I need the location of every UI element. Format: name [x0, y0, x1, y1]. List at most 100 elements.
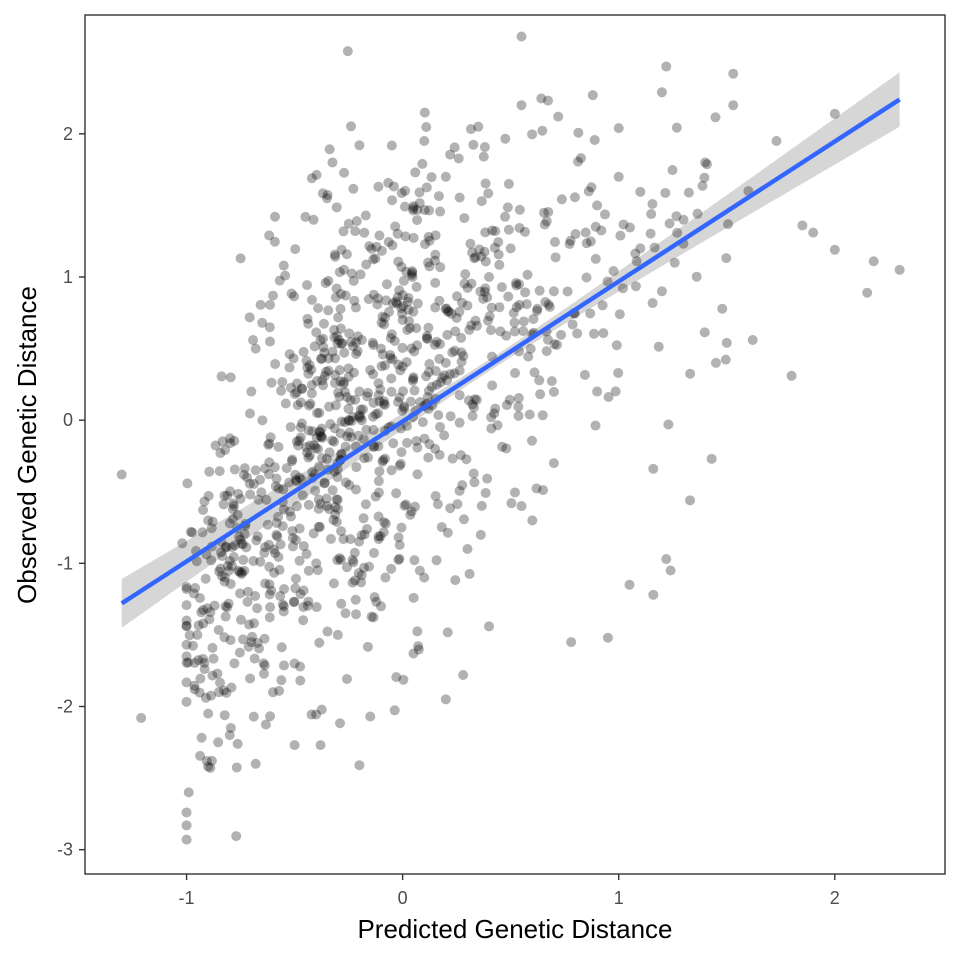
data-point	[421, 122, 432, 133]
data-point	[350, 484, 361, 495]
x-tick-label: -1	[179, 888, 195, 908]
data-point	[250, 590, 261, 601]
data-point	[181, 584, 192, 595]
data-point	[225, 438, 236, 449]
data-point	[214, 466, 225, 477]
data-point	[407, 266, 418, 277]
data-point	[624, 222, 635, 233]
points-layer	[116, 31, 905, 845]
data-point	[565, 235, 576, 246]
data-point	[503, 178, 514, 189]
data-point	[586, 182, 597, 193]
data-point	[317, 432, 328, 443]
data-point	[201, 756, 212, 766]
data-point	[226, 682, 237, 693]
data-point	[356, 570, 367, 581]
data-point	[298, 541, 309, 552]
data-point	[667, 165, 678, 176]
data-point	[358, 513, 369, 524]
data-point	[280, 398, 291, 409]
data-point	[284, 349, 295, 360]
data-point	[635, 186, 646, 197]
data-point	[289, 389, 300, 399]
data-point	[454, 417, 465, 428]
data-point	[440, 304, 451, 315]
data-point	[351, 349, 362, 359]
data-point	[538, 485, 549, 496]
data-point	[219, 572, 230, 583]
data-point	[537, 410, 548, 421]
data-point	[480, 178, 491, 189]
data-point	[520, 287, 531, 298]
data-point	[380, 360, 390, 371]
data-point	[215, 563, 226, 574]
data-point	[442, 627, 453, 638]
data-point	[248, 555, 259, 566]
data-point	[218, 685, 229, 696]
data-point	[217, 436, 228, 447]
data-point	[516, 501, 527, 512]
data-point	[376, 343, 387, 354]
data-point	[614, 309, 625, 320]
data-point	[630, 248, 641, 259]
data-point	[661, 554, 672, 565]
data-point	[245, 673, 256, 684]
data-point	[213, 737, 224, 748]
data-point	[397, 361, 408, 372]
data-point	[265, 432, 276, 443]
data-point	[647, 298, 658, 309]
data-point	[373, 531, 384, 542]
data-point	[412, 469, 423, 480]
data-point	[645, 228, 656, 239]
data-point	[351, 462, 362, 473]
data-point	[317, 333, 328, 344]
data-point	[336, 416, 347, 427]
data-point	[430, 365, 441, 376]
data-point	[208, 653, 219, 664]
data-point	[424, 439, 435, 450]
data-point	[390, 221, 401, 232]
data-point	[430, 230, 441, 241]
data-point	[363, 294, 374, 305]
data-point	[340, 417, 351, 428]
data-point	[386, 386, 397, 397]
data-point	[232, 509, 243, 520]
data-point	[220, 611, 231, 622]
data-point	[475, 286, 486, 297]
data-point	[458, 670, 469, 680]
data-point	[410, 167, 421, 178]
data-point	[216, 571, 227, 582]
data-point	[213, 624, 224, 635]
data-point	[618, 219, 629, 230]
data-point	[414, 187, 425, 198]
data-point	[222, 602, 233, 613]
data-point	[374, 230, 385, 241]
data-point	[273, 441, 284, 452]
data-point	[602, 632, 613, 643]
data-point	[797, 220, 808, 231]
data-point	[306, 709, 317, 720]
data-point	[181, 581, 192, 592]
data-point	[375, 531, 386, 542]
data-point	[457, 480, 468, 491]
data-point	[290, 244, 301, 255]
data-point	[259, 547, 270, 558]
data-point	[304, 360, 315, 371]
data-point	[468, 468, 479, 479]
data-point	[455, 450, 466, 461]
data-point	[385, 349, 396, 360]
data-point	[376, 361, 387, 372]
data-point	[278, 484, 289, 495]
data-point	[610, 386, 621, 397]
data-point	[320, 277, 331, 288]
data-point	[324, 504, 335, 515]
data-point	[462, 300, 473, 311]
data-point	[189, 657, 200, 668]
data-point	[496, 282, 507, 293]
data-point	[303, 368, 314, 379]
data-point	[338, 534, 349, 545]
data-point	[511, 302, 522, 313]
data-point	[532, 305, 542, 316]
data-point	[346, 415, 357, 426]
data-point	[333, 387, 344, 398]
